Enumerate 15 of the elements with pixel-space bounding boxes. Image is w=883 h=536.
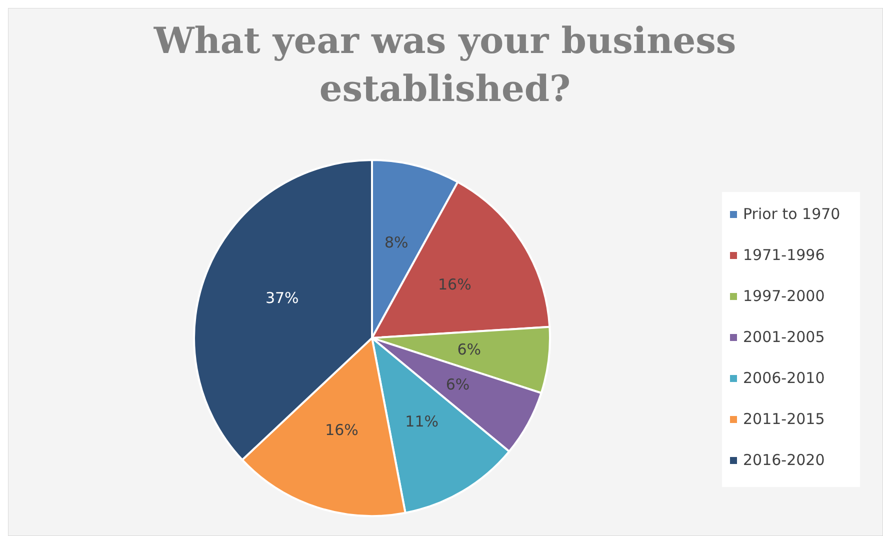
data-label: 11%	[405, 412, 439, 430]
legend-label: 1971-1996	[743, 246, 825, 264]
chart-title: What year was your business established?	[152, 20, 736, 110]
legend-label: 2016-2020	[743, 451, 825, 470]
legend-label: 2006-2010	[743, 369, 825, 388]
data-label: 8%	[384, 233, 408, 252]
data-label: 16%	[325, 421, 358, 440]
legend-label: 1997-2000	[743, 287, 825, 306]
data-label: 37%	[265, 289, 299, 308]
legend-label: 2011-2015	[743, 410, 825, 428]
legend-label: 2001-2005	[743, 328, 825, 346]
data-label: 6%	[457, 340, 482, 358]
data-label: 16%	[438, 276, 472, 294]
data-label: 6%	[446, 375, 470, 394]
legend-label: Prior to 1970	[743, 205, 840, 224]
